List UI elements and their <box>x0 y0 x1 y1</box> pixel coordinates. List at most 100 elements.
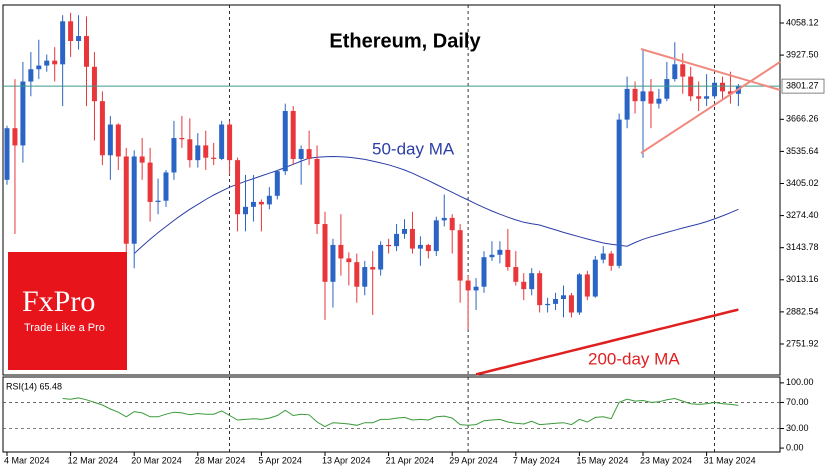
x-tick-label: 29 Apr 2024 <box>449 455 498 465</box>
candle-body <box>409 228 415 249</box>
x-tick-label: 31 May 2024 <box>704 455 756 465</box>
candle-body <box>489 254 495 258</box>
logo-box <box>8 252 127 370</box>
candle-body <box>664 79 670 99</box>
candle-body <box>211 157 217 159</box>
candle-body <box>131 156 137 244</box>
candle-body <box>84 36 89 67</box>
candle-body <box>425 244 431 252</box>
candle-body <box>600 253 606 260</box>
candle-body <box>346 258 352 263</box>
triangle-upper-line <box>640 48 781 91</box>
candle-body <box>60 21 66 65</box>
logo-tagline: Trade Like a Pro <box>24 322 105 334</box>
candle-body <box>290 111 296 159</box>
y-tick-label: 0.00 <box>786 442 804 452</box>
last-price-label: 3801.27 <box>786 80 819 90</box>
candle-body <box>417 244 423 249</box>
candle-body <box>680 64 686 77</box>
candle-body <box>330 244 336 282</box>
candle-body <box>20 81 26 146</box>
y-tick-label: 3666.26 <box>786 114 819 124</box>
candle-body <box>727 91 733 94</box>
candle-body <box>282 111 288 172</box>
candle-body <box>36 65 42 70</box>
y-tick-label: 2882.54 <box>786 306 819 316</box>
logo-brand: FxPro <box>22 285 95 318</box>
candle-body <box>632 88 638 102</box>
rsi-panel-frame <box>2 376 781 453</box>
y-tick-label: 2751.92 <box>786 338 819 348</box>
candle-body <box>441 217 447 221</box>
candle-body <box>243 206 248 215</box>
x-tick-label: 28 Mar 2024 <box>195 455 246 465</box>
rsi-title: RSI(14) 65.48 <box>6 381 62 391</box>
candle-body <box>322 224 328 282</box>
candle-body <box>712 82 718 97</box>
logo: FxPro Trade Like a Pro <box>8 252 127 370</box>
candle-body <box>592 259 598 297</box>
moving-average-line <box>475 308 739 376</box>
candle-body <box>306 149 312 159</box>
candle-body <box>449 217 455 231</box>
candle-body <box>155 200 161 202</box>
y-tick-label: 3013.16 <box>786 274 819 284</box>
candle-body <box>338 244 344 259</box>
candle-body <box>147 162 153 202</box>
candle-body <box>28 69 34 82</box>
candle-body <box>696 96 702 99</box>
candle-body <box>258 201 264 205</box>
candle-body <box>179 138 185 140</box>
candle-body <box>568 295 574 313</box>
y-tick-label: 3535.64 <box>786 146 819 156</box>
candle-body <box>4 128 10 180</box>
x-tick-label: 23 May 2024 <box>640 455 692 465</box>
candle-body <box>553 298 559 304</box>
candle-body <box>394 233 400 247</box>
y-tick-label: 3405.02 <box>786 178 819 188</box>
candle-body <box>608 253 614 266</box>
x-tick-label: 5 Apr 2024 <box>258 455 302 465</box>
candle-body <box>624 88 630 120</box>
candle-body <box>52 60 58 65</box>
candle-body <box>576 274 582 313</box>
candle-body <box>378 244 384 270</box>
x-tick-label: 4 Mar 2024 <box>4 455 50 465</box>
candle-body <box>12 128 18 146</box>
candle-body <box>314 158 320 225</box>
candle-body <box>68 21 74 41</box>
candle-body <box>640 91 646 102</box>
candle-body <box>537 273 543 306</box>
candle-body <box>354 262 360 287</box>
candle-body <box>203 145 209 158</box>
ma-label: 200-day MA <box>588 349 680 368</box>
y-tick-label: 4058.12 <box>786 17 819 27</box>
candle-body <box>529 273 535 290</box>
moving-average-line <box>133 155 739 254</box>
candle-body <box>513 267 519 282</box>
y-tick-label: 3143.78 <box>786 242 819 252</box>
candle-body <box>521 281 527 290</box>
candle-body <box>163 172 169 201</box>
x-tick-label: 7 May 2024 <box>513 455 560 465</box>
candle-body <box>402 228 407 234</box>
candle-body <box>44 60 50 66</box>
candle-body <box>187 139 193 161</box>
candle-body <box>115 124 121 157</box>
candle-body <box>235 160 241 215</box>
candle-body <box>123 156 129 244</box>
x-tick-label: 20 Mar 2024 <box>131 455 182 465</box>
candle-body <box>457 230 463 281</box>
candle-body <box>386 244 392 247</box>
chart-title: Ethereum, Daily <box>329 30 481 52</box>
triangle-lower-line <box>640 61 781 154</box>
candle-body <box>362 267 368 287</box>
y-tick-label: 3927.50 <box>786 49 819 59</box>
candle-body <box>219 124 225 159</box>
rsi-line <box>62 397 739 428</box>
candle-body <box>99 101 105 156</box>
candle-body <box>139 156 145 163</box>
candle-body <box>171 138 177 173</box>
main-panel-frame <box>2 4 781 376</box>
